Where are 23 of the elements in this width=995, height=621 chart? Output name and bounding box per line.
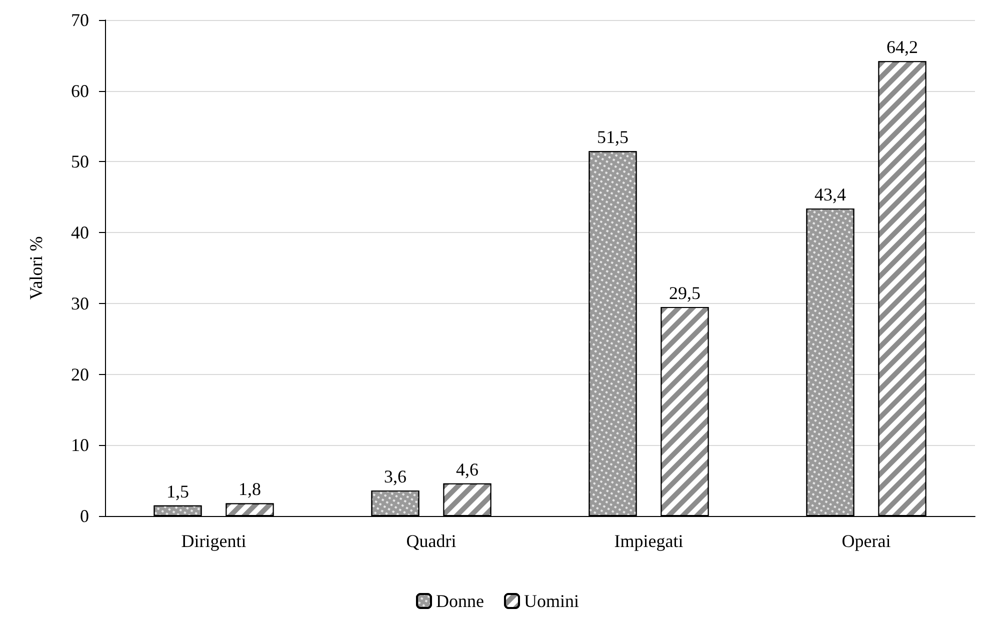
data-label: 29,5: [669, 282, 700, 303]
x-tick-label: Quadri: [406, 531, 456, 551]
data-label: 43,4: [814, 184, 846, 204]
data-label: 1,5: [166, 481, 189, 502]
data-label: 1,8: [238, 479, 261, 500]
data-label: 3,6: [384, 466, 406, 486]
y-tick-label: 70: [71, 10, 89, 30]
y-tick-label: 30: [71, 293, 89, 314]
y-tick-label: 60: [71, 80, 89, 101]
data-label: 51,5: [597, 127, 628, 148]
data-label: 4,6: [456, 459, 478, 480]
y-tick-label: 20: [71, 364, 89, 384]
y-tick-label: 40: [71, 222, 89, 243]
x-tick-label: Operai: [842, 531, 891, 551]
y-axis-title: Valori %: [26, 236, 46, 300]
legend-label: Donne: [436, 591, 484, 611]
y-tick-label: 0: [80, 506, 89, 526]
y-tick-label: 50: [71, 152, 89, 172]
y-tick-label: 10: [71, 435, 89, 456]
data-label: 64,2: [886, 37, 918, 58]
x-tick-label: Dirigenti: [181, 531, 246, 551]
legend-label: Uomini: [524, 591, 580, 611]
x-tick-label: Impiegati: [614, 531, 684, 551]
